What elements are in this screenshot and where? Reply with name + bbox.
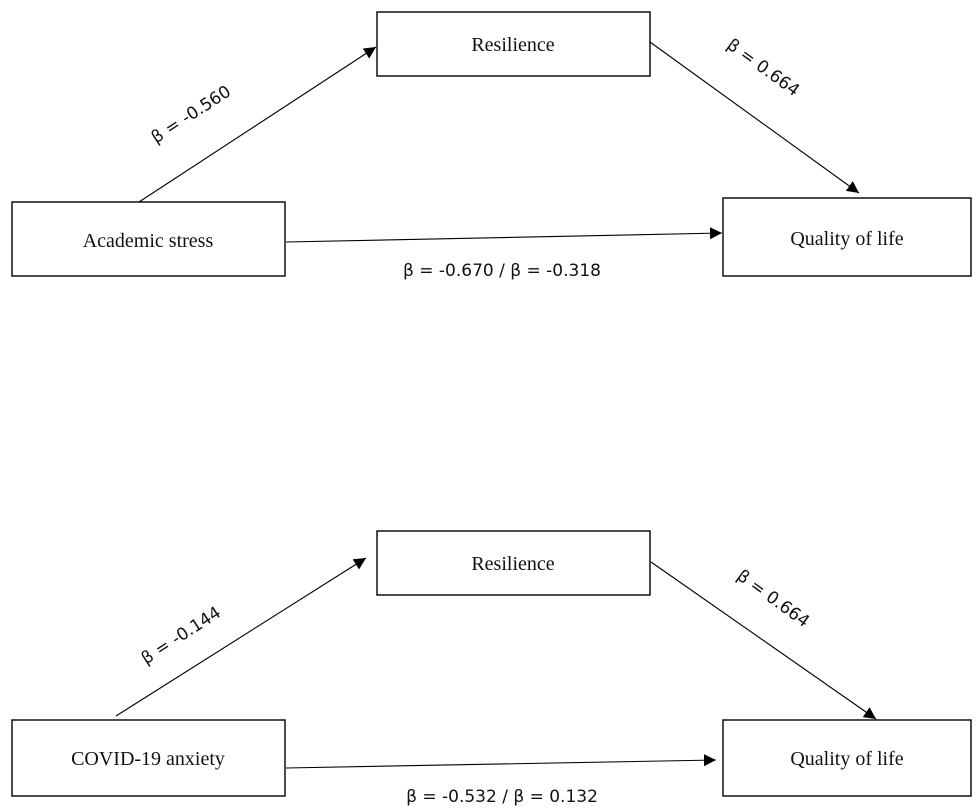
mediation-model-academic-stress: Resilience Academic stress Quality of li… (11, 11, 972, 281)
path-b-arrow (649, 41, 860, 194)
mediator-box: Resilience (376, 530, 651, 596)
path-c-coefficient: β = -0.532 / β = 0.132 (406, 787, 598, 807)
mediation-model-covid-anxiety: Resilience COVID-19 anxiety Quality of l… (11, 530, 972, 807)
predictor-label: Academic stress (83, 230, 214, 252)
mediator-box: Resilience (376, 11, 651, 77)
path-b-coefficient: β = 0.664 (723, 35, 803, 101)
outcome-box: Quality of life (722, 719, 972, 797)
path-c-coefficient: β = -0.670 / β = -0.318 (403, 261, 601, 281)
path-a-arrow (138, 46, 377, 203)
path-a-coefficient: β = -0.560 (148, 82, 235, 148)
predictor-box: Academic stress (11, 201, 286, 277)
path-c-arrow (285, 227, 723, 243)
outcome-label: Quality of life (790, 228, 903, 250)
path-b-coefficient: β = 0.664 (733, 566, 813, 632)
predictor-label: COVID-19 anxiety (71, 748, 225, 770)
path-b-arrow (650, 561, 877, 720)
path-c-arrow (285, 754, 717, 769)
mediator-label: Resilience (471, 553, 554, 575)
path-a-arrow (115, 557, 367, 717)
predictor-box: COVID-19 anxiety (11, 719, 286, 797)
outcome-box: Quality of life (722, 197, 972, 277)
path-a-coefficient: β = -0.144 (138, 603, 225, 669)
mediator-label: Resilience (471, 34, 554, 56)
outcome-label: Quality of life (790, 748, 903, 770)
